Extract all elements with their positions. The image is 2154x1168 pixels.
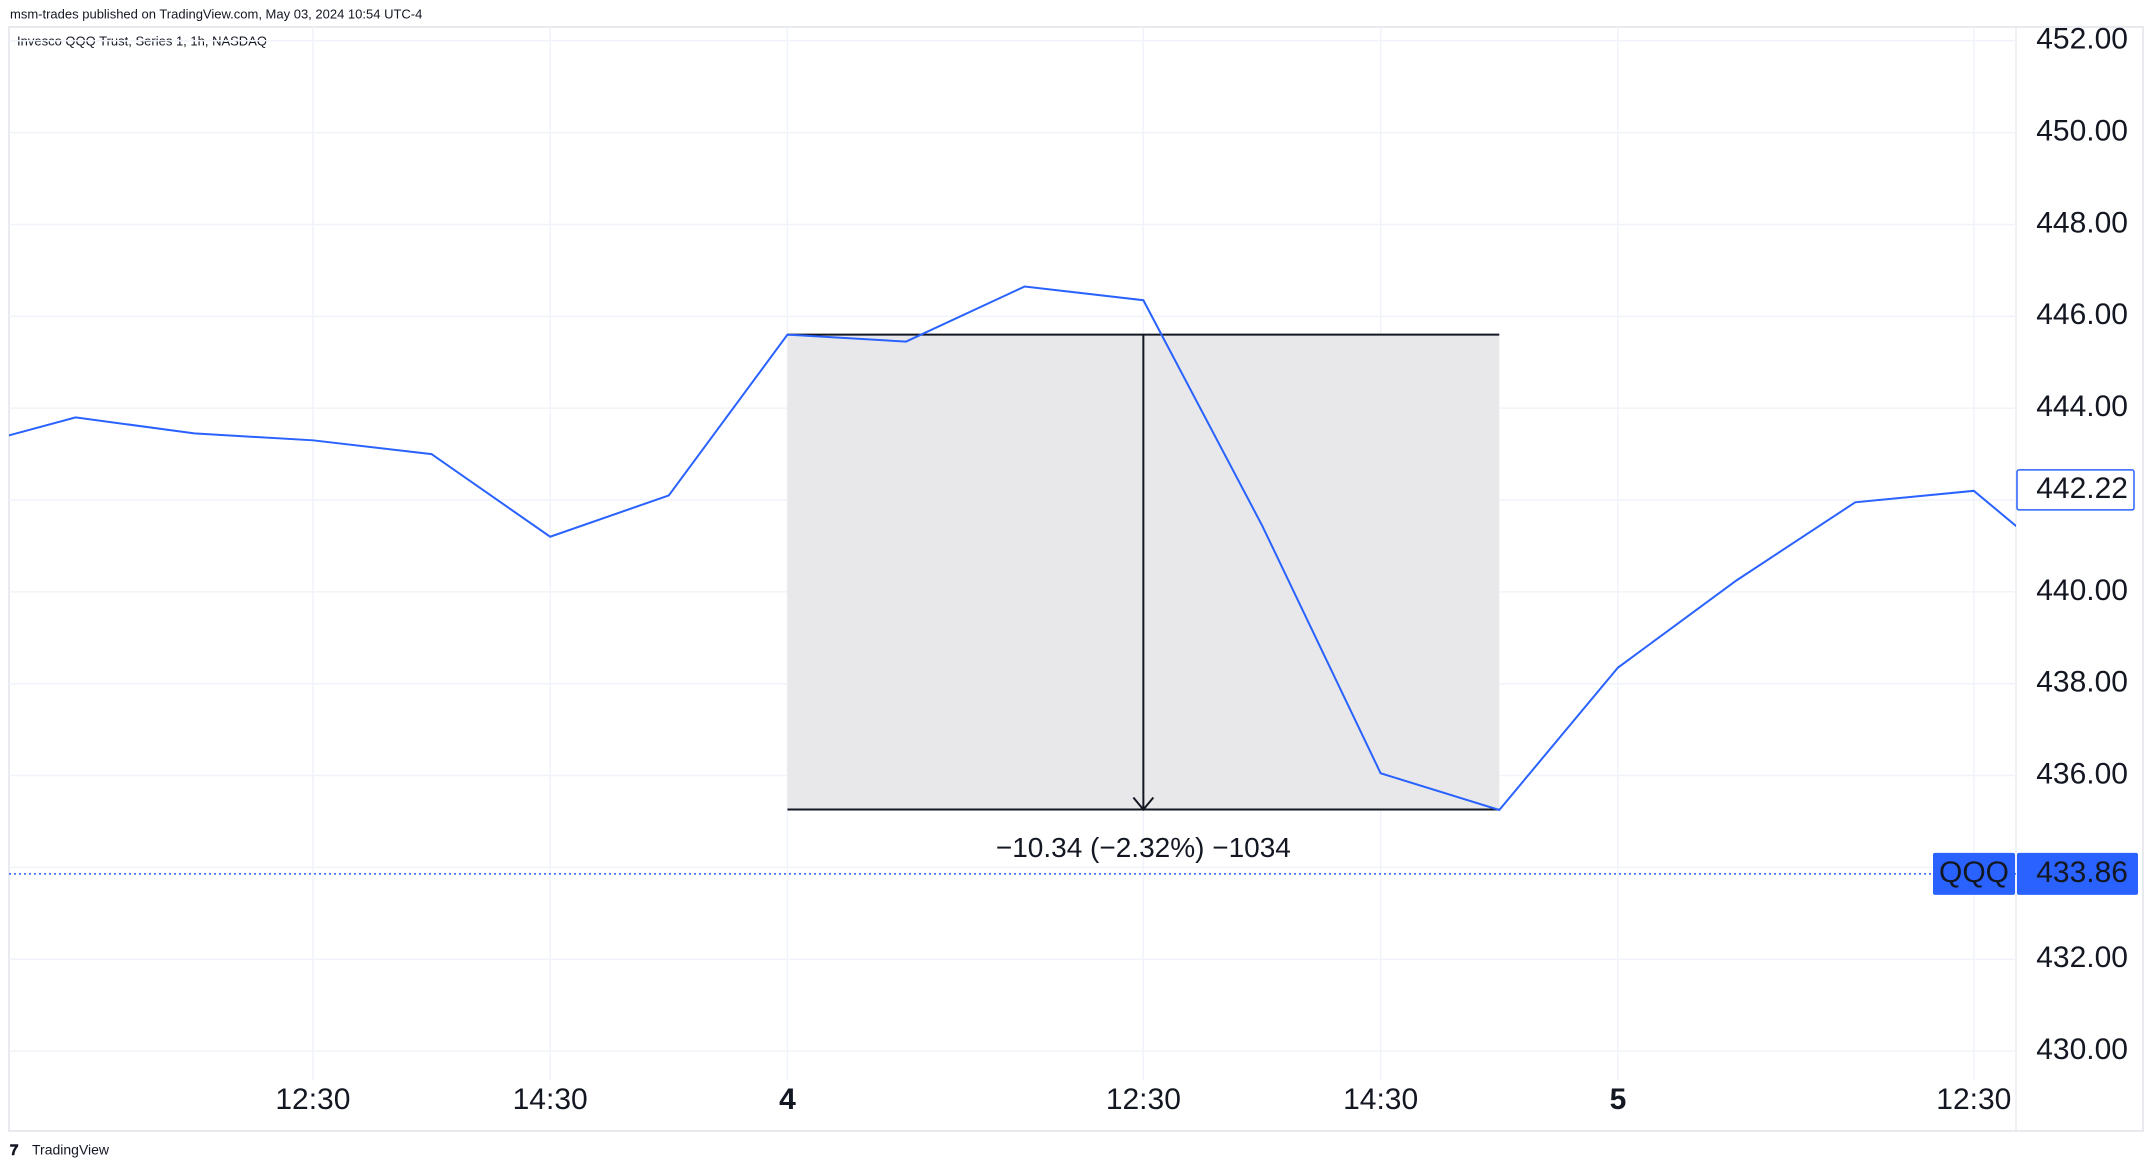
y-tick-label: 452.00	[2036, 23, 2128, 56]
price-box	[2017, 852, 2138, 895]
footer-logo: 𝟕 TradingView	[10, 1142, 110, 1159]
last-bar-box	[2016, 469, 2135, 511]
x-tick-label: 12:30	[1106, 1083, 1181, 1116]
y-tick-label: 438.00	[2036, 666, 2128, 699]
x-tick-label: 5	[1610, 1083, 1627, 1116]
symbol-box	[1933, 852, 2015, 895]
publisher: msm-trades published on TradingView.com,…	[10, 6, 422, 21]
y-tick-label: 436.00	[2036, 757, 2128, 790]
y-tick-label: 450.00	[2036, 115, 2128, 148]
y-tick-label: 432.00	[2036, 941, 2128, 974]
x-tick-label: 12:30	[275, 1083, 350, 1116]
last-bar-label: 442.22	[2036, 472, 2128, 505]
y-tick-label: 430.00	[2036, 1033, 2128, 1066]
price-label: 433.86	[2036, 856, 2128, 889]
x-tick-label: 14:30	[513, 1083, 588, 1116]
chart-frame	[8, 26, 2144, 1132]
measure-arrowhead	[1132, 796, 1155, 812]
y-tick-label: 448.00	[2036, 206, 2128, 239]
y-tick-label: 444.00	[2036, 390, 2128, 423]
x-tick-label: 12:30	[1936, 1083, 2011, 1116]
y-tick-label: 446.00	[2036, 298, 2128, 331]
measure-label: −10.34 (−2.32%) −1034	[996, 832, 1291, 863]
symbol-label: QQQ	[1939, 856, 2009, 889]
y-tick-label: 440.00	[2036, 574, 2128, 607]
brand: TradingView	[32, 1142, 110, 1158]
price-line-series	[9, 285, 2016, 812]
x-tick-label: 14:30	[1343, 1083, 1418, 1116]
logo-mark: 𝟕	[10, 1142, 19, 1159]
x-tick-label: 4	[779, 1083, 796, 1116]
